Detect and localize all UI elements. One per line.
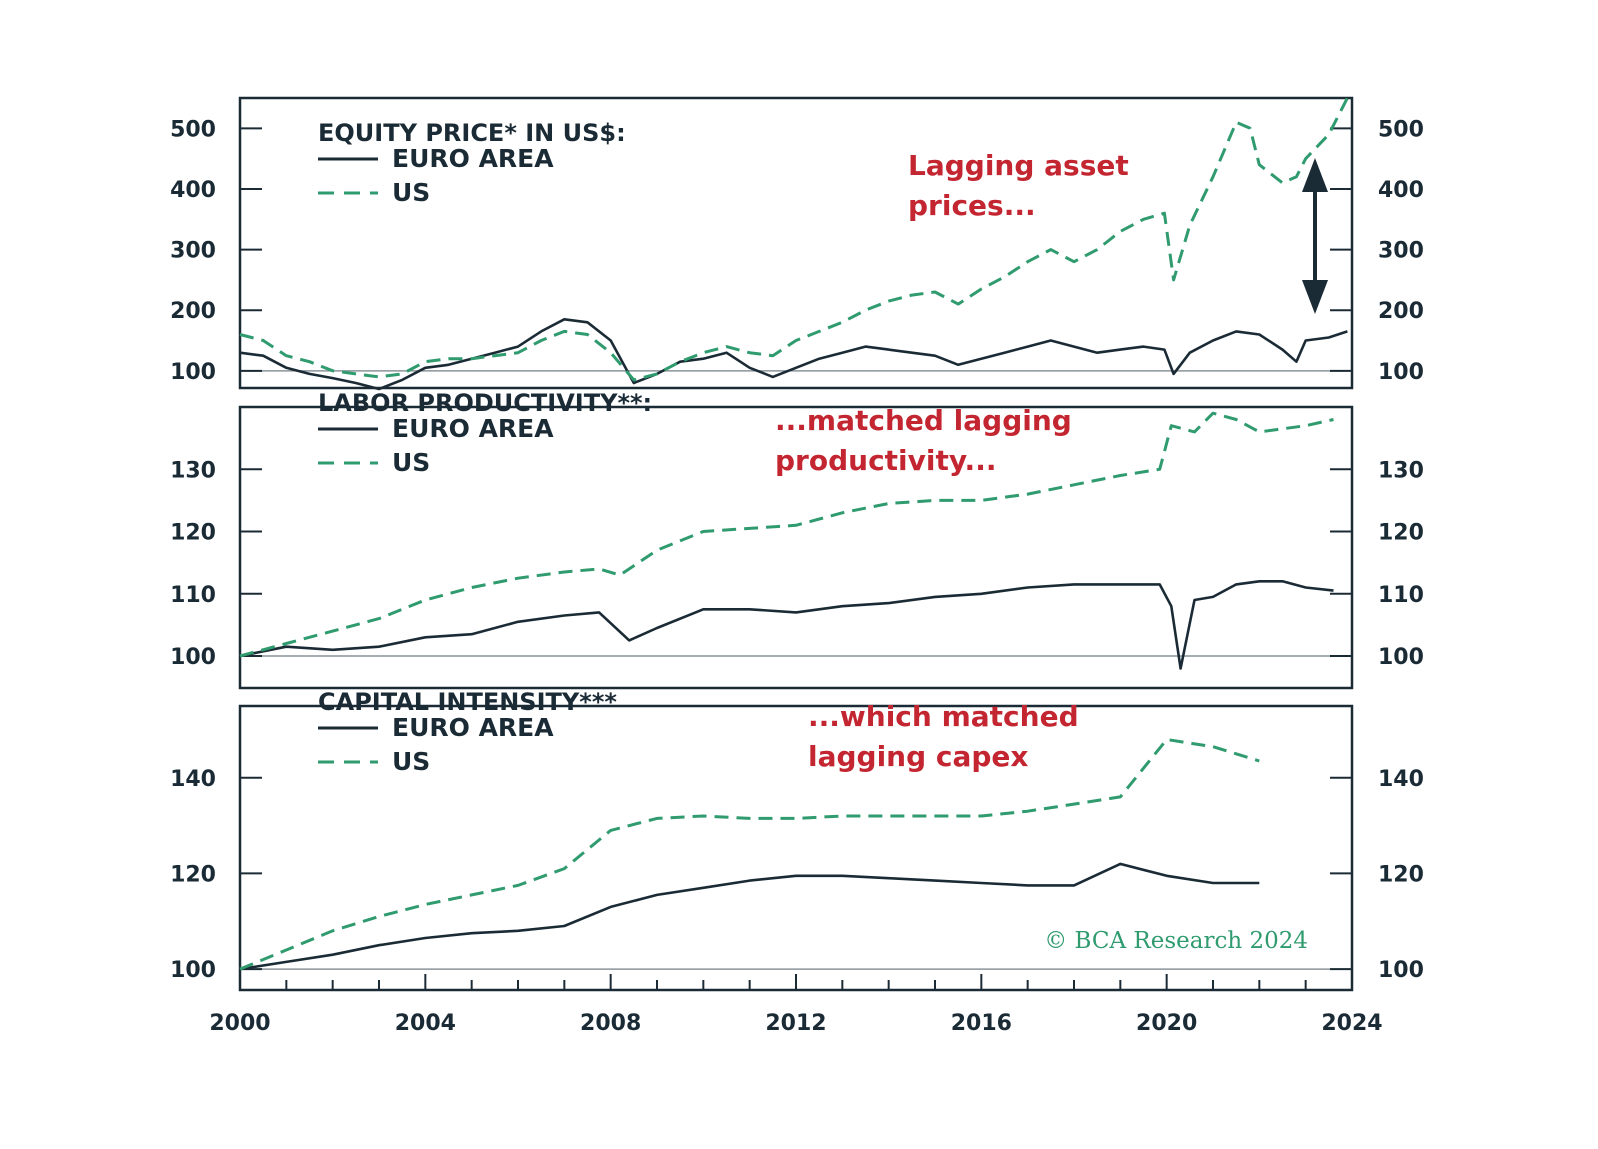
series-line-us: [239, 411, 1334, 658]
legend-title: EQUITY PRICE* IN US$:: [318, 119, 626, 147]
y-tick-label-right: 100: [1378, 645, 1424, 670]
panel-frame: [238, 96, 1354, 390]
series-line-euro: [239, 862, 1260, 971]
legend-label-us: US: [392, 448, 430, 477]
y-tick-label-right: 120: [1378, 862, 1424, 887]
gap-arrow-head-up: [1302, 158, 1328, 192]
y-tick-label-right: 100: [1378, 360, 1424, 385]
y-tick-label-left: 140: [170, 767, 216, 792]
y-tick-label-right: 100: [1378, 958, 1424, 983]
y-tick-label-left: 400: [170, 178, 216, 203]
x-tick-label: 2024: [1321, 1011, 1382, 1036]
y-tick-label-right: 500: [1378, 117, 1424, 142]
y-tick-label-left: 120: [170, 521, 216, 546]
series-line-euro: [239, 317, 1348, 391]
y-tick-label-right: 110: [1378, 583, 1424, 608]
legend-title: LABOR PRODUCTIVITY**:: [318, 389, 652, 417]
panel-frame: [238, 405, 1354, 690]
y-tick-label-right: 300: [1378, 239, 1424, 264]
annotation-text: Lagging asset: [908, 149, 1129, 182]
x-tick-label: 2012: [765, 1011, 826, 1036]
y-tick-label-left: 100: [170, 958, 216, 983]
panel-2: 100 100 110 110 120 120 130 130 LABOR PRODUCTIVI…: [170, 389, 1424, 690]
gap-arrow-head-down: [1302, 280, 1328, 314]
series-line-us: [239, 97, 1349, 382]
x-tick-label: 2004: [395, 1011, 456, 1036]
y-tick-label-left: 500: [170, 117, 216, 142]
legend-label-us: US: [392, 178, 430, 207]
legend-label-euro: EURO AREA: [392, 414, 554, 443]
legend-label-euro: EURO AREA: [392, 144, 554, 173]
y-tick-label-left: 120: [170, 862, 216, 887]
legend-label-euro: EURO AREA: [392, 713, 554, 742]
annotation-text: productivity...: [775, 444, 996, 477]
y-tick-label-left: 100: [170, 645, 216, 670]
y-tick-label-right: 140: [1378, 767, 1424, 792]
x-tick-label: 2020: [1136, 1011, 1197, 1036]
series-line-us: [239, 738, 1260, 971]
y-tick-label-right: 130: [1378, 458, 1424, 483]
panel-3: 100 100 120 120 140 140 CAPITAL INTENSITY***EU…: [170, 688, 1424, 992]
series-line-euro: [239, 579, 1334, 670]
legend-title: CAPITAL INTENSITY***: [318, 688, 617, 716]
legend-label-us: US: [392, 747, 430, 776]
y-tick-label-left: 110: [170, 583, 216, 608]
y-tick-label-right: 400: [1378, 178, 1424, 203]
y-tick-label-right: 120: [1378, 521, 1424, 546]
annotation-text: prices...: [908, 189, 1036, 222]
y-tick-label-left: 300: [170, 239, 216, 264]
annotation-text: ...which matched: [808, 700, 1079, 733]
y-tick-label-left: 200: [170, 299, 216, 324]
y-tick-label-left: 130: [170, 458, 216, 483]
x-tick-label: 2016: [951, 1011, 1012, 1036]
x-tick-label: 2000: [209, 1011, 270, 1036]
copyright-text: © BCA Research 2024: [1044, 928, 1308, 954]
panel-1: 100 100 200 200 300 300 400 400 500 500 EQUITY PRI…: [170, 96, 1424, 391]
annotation-text: lagging capex: [808, 740, 1029, 773]
y-tick-label-right: 200: [1378, 299, 1424, 324]
annotation-text: ...matched lagging: [775, 404, 1072, 437]
x-tick-label: 2008: [580, 1011, 641, 1036]
y-tick-label-left: 100: [170, 360, 216, 385]
